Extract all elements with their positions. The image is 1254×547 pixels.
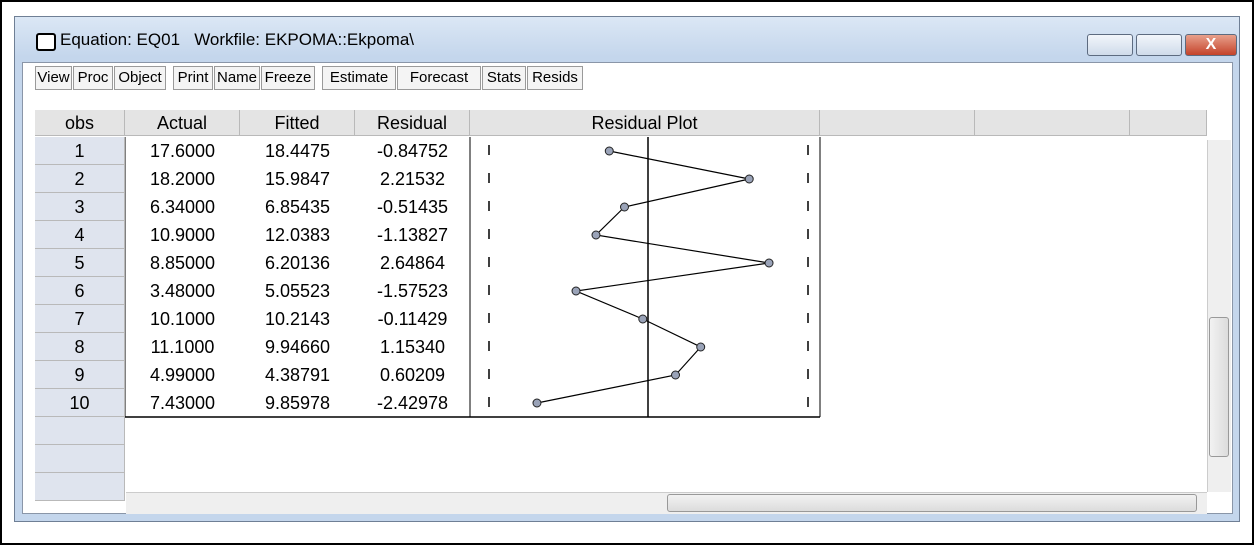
obs-cell xyxy=(35,473,125,501)
data-cell: 15.9847 xyxy=(264,169,331,189)
minimize-button[interactable] xyxy=(1087,34,1133,56)
column-header: Actual xyxy=(125,110,240,136)
data-cell: -0.11429 xyxy=(377,309,448,329)
data-cell: -0.51435 xyxy=(376,197,449,217)
column-header xyxy=(820,110,975,136)
data-cell: 8.85000 xyxy=(149,253,216,273)
data-cell: 11.1000 xyxy=(150,337,215,357)
column-header: Residual Plot xyxy=(470,110,820,136)
obs-cell: 9 xyxy=(35,361,125,389)
toolbar-button[interactable]: Estimate xyxy=(322,66,396,90)
data-cell: 18.2000 xyxy=(149,169,216,189)
data-cell: 17.6000 xyxy=(149,141,216,161)
data-cell: 0.60209 xyxy=(379,365,446,385)
window-title: Equation: EQ01 Workfile: EKPOMA::Ekpoma\ xyxy=(60,30,415,49)
obs-cell: 7 xyxy=(35,305,125,333)
toolbar-button[interactable]: Proc xyxy=(73,66,113,90)
toolbar-button[interactable]: Print xyxy=(173,66,213,90)
data-cell: 4.99000 xyxy=(149,365,216,385)
obs-cell: 4 xyxy=(35,221,125,249)
data-cell: 10.2143 xyxy=(264,309,331,329)
data-cell: 9.94660 xyxy=(264,337,331,357)
obs-cell: 3 xyxy=(35,193,125,221)
data-cell: -1.13827 xyxy=(376,225,449,245)
toolbar-button[interactable]: Resids xyxy=(527,66,583,90)
toolbar-button[interactable]: Freeze xyxy=(261,66,315,90)
data-cell: 2.64864 xyxy=(379,253,446,273)
obs-cell: 8 xyxy=(35,333,125,361)
data-cell: -2.42978 xyxy=(376,393,449,413)
data-cell: 6.34000 xyxy=(149,197,216,217)
data-cell: -0.84752 xyxy=(376,141,449,161)
data-cell: 12.0383 xyxy=(264,225,331,245)
obs-cell: 2 xyxy=(35,165,125,193)
window-menu-icon[interactable] xyxy=(36,33,56,51)
toolbar-button[interactable]: Forecast xyxy=(397,66,481,90)
column-header: Fitted xyxy=(240,110,355,136)
data-cell: 5.05523 xyxy=(264,281,331,301)
scroll-thumb[interactable] xyxy=(1209,317,1229,457)
data-cell: 1.15340 xyxy=(379,337,446,357)
toolbar-button[interactable]: View xyxy=(35,66,72,90)
column-header: obs xyxy=(35,110,125,136)
obs-cell xyxy=(35,417,125,445)
restore-button[interactable] xyxy=(1136,34,1182,56)
data-cell: 4.38791 xyxy=(264,365,331,385)
data-cell: 10.9000 xyxy=(149,225,216,245)
obs-cell: 1 xyxy=(35,137,125,165)
toolbar-button[interactable]: Name xyxy=(214,66,260,90)
obs-cell: 6 xyxy=(35,277,125,305)
data-cell: -1.57523 xyxy=(376,281,449,301)
data-cell: 7.43000 xyxy=(149,393,216,413)
data-cell: 3.48000 xyxy=(149,281,216,301)
data-cell: 6.20136 xyxy=(264,253,331,273)
toolbar-button[interactable]: Stats xyxy=(482,66,526,90)
data-cell: 10.1000 xyxy=(149,309,216,329)
toolbar-button[interactable]: Object xyxy=(114,66,166,90)
column-header xyxy=(975,110,1130,136)
data-cell: 9.85978 xyxy=(264,393,331,413)
obs-cell xyxy=(35,445,125,473)
data-cell: 2.21532 xyxy=(379,169,446,189)
obs-cell: 5 xyxy=(35,249,125,277)
data-cell: 6.85435 xyxy=(264,197,331,217)
hscroll-thumb[interactable] xyxy=(667,494,1197,512)
obs-cell: 10 xyxy=(35,389,125,417)
close-button[interactable]: X xyxy=(1185,34,1237,56)
column-header: Residual xyxy=(355,110,470,136)
data-cell: 18.4475 xyxy=(264,141,331,161)
column-header xyxy=(1130,110,1207,136)
